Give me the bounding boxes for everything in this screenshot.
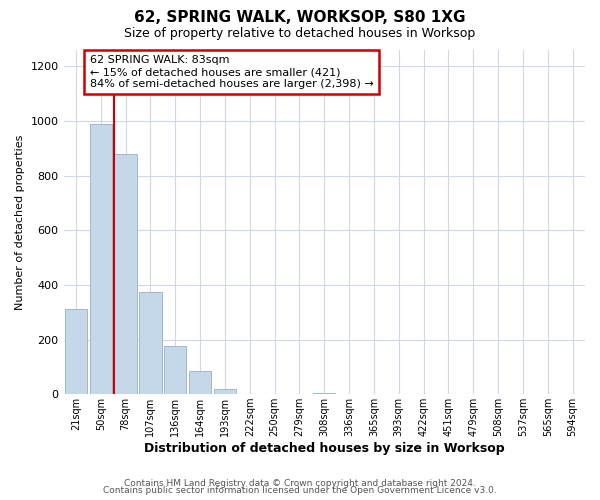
Bar <box>164 346 187 394</box>
Bar <box>115 154 137 394</box>
Text: 62, SPRING WALK, WORKSOP, S80 1XG: 62, SPRING WALK, WORKSOP, S80 1XG <box>134 10 466 25</box>
Bar <box>139 292 161 394</box>
Bar <box>65 310 87 394</box>
Bar <box>189 371 211 394</box>
Bar <box>313 393 335 394</box>
Text: 62 SPRING WALK: 83sqm
← 15% of detached houses are smaller (421)
84% of semi-det: 62 SPRING WALK: 83sqm ← 15% of detached … <box>89 56 373 88</box>
X-axis label: Distribution of detached houses by size in Worksop: Distribution of detached houses by size … <box>144 442 505 455</box>
Text: Size of property relative to detached houses in Worksop: Size of property relative to detached ho… <box>124 28 476 40</box>
Bar <box>89 124 112 394</box>
Bar <box>214 388 236 394</box>
Text: Contains HM Land Registry data © Crown copyright and database right 2024.: Contains HM Land Registry data © Crown c… <box>124 478 476 488</box>
Y-axis label: Number of detached properties: Number of detached properties <box>15 134 25 310</box>
Text: Contains public sector information licensed under the Open Government Licence v3: Contains public sector information licen… <box>103 486 497 495</box>
